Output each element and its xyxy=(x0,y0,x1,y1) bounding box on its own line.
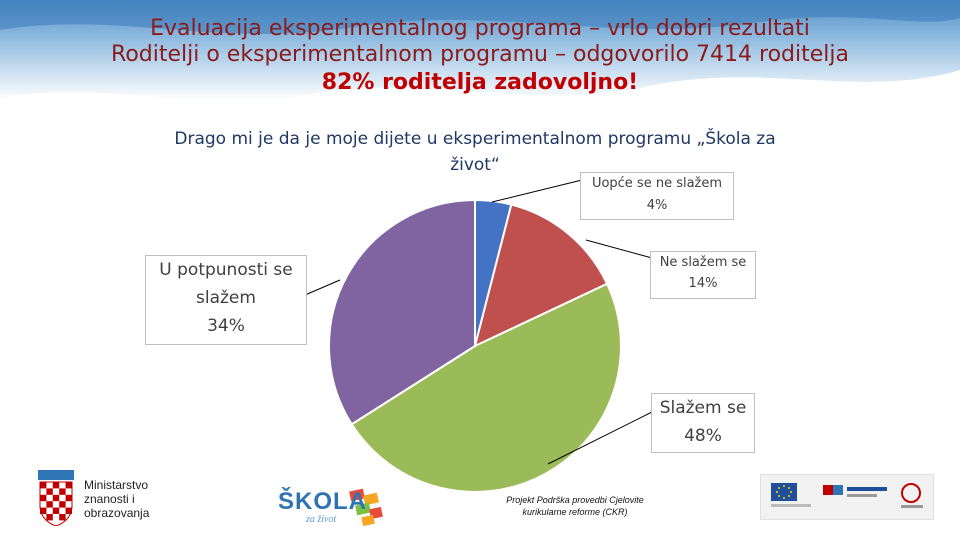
project-line-1: Projekt Podrška provedbi Cjelovite xyxy=(506,495,644,505)
header-banner xyxy=(0,0,960,101)
slice-label-2-value: 48% xyxy=(684,426,722,446)
slice-label-1-value: 14% xyxy=(688,276,718,291)
skola-za-zivot-logo: ŠKOLA za život xyxy=(276,484,388,528)
skola-logo-graphic xyxy=(349,488,383,527)
slice-label-0-text: Uopće se ne slažem xyxy=(591,176,723,191)
pie-slice-1 xyxy=(473,203,609,348)
slice-label-0-value: 4% xyxy=(646,198,668,213)
project-line-2: kurikularne reforme (CKR) xyxy=(522,507,628,517)
slice-label-1-text: Ne slažem se xyxy=(659,255,747,270)
slice-label-uopce-se-ne-slazem: Uopće se ne slažem 4% xyxy=(580,172,734,220)
leader-line-s1 xyxy=(585,239,653,259)
skola-logo-subtitle: za život xyxy=(306,514,337,525)
ministry-line-2: znanosti i xyxy=(84,492,135,506)
slice-label-slazem-se: Slažem se 48% xyxy=(651,393,755,453)
slice-label-ne-slazem-se: Ne slažem se 14% xyxy=(650,251,756,299)
pie-slice-2 xyxy=(350,282,622,493)
slice-label-2-text: Slažem se xyxy=(659,398,747,418)
header-line-3: 82% roditelja zadovoljno! xyxy=(321,70,639,95)
eu-funds-logos-icon xyxy=(760,474,934,520)
chart-title-line-1: Drago mi je da je moje dijete u eksperim… xyxy=(174,129,776,149)
project-caption: Projekt Podrška provedbi Cjelovite kurik… xyxy=(490,494,660,518)
slice-label-3-text-1: U potpunosti se xyxy=(159,260,293,280)
slice-label-u-potpunosti-se-slazem: U potpunosti se slažem 34% xyxy=(145,255,307,345)
leader-line-s2 xyxy=(547,411,653,465)
ministry-line-3: obrazovanja xyxy=(84,506,150,520)
ministry-line-1: Ministarstvo xyxy=(84,478,149,492)
ministry-name: Ministarstvo znanosti i obrazovanja xyxy=(84,478,149,520)
chart-title-line-2: život“ xyxy=(450,155,500,175)
slice-label-3-text-2: slažem xyxy=(196,288,256,308)
header-line-1: Evaluacija eksperimentalnog programa – v… xyxy=(150,16,810,41)
croatian-coat-of-arms-icon xyxy=(38,470,74,526)
header-line-2: Roditelji o eksperimentalnom programu – … xyxy=(111,42,849,67)
pie-slice-3 xyxy=(328,198,476,426)
skola-logo-text: ŠKOLA xyxy=(278,488,367,515)
chart-title: Drago mi je da je moje dijete u eksperim… xyxy=(70,126,880,178)
slice-label-3-value: 34% xyxy=(207,316,245,336)
leader-line-s0 xyxy=(491,179,583,203)
leader-line-s3 xyxy=(304,279,341,296)
